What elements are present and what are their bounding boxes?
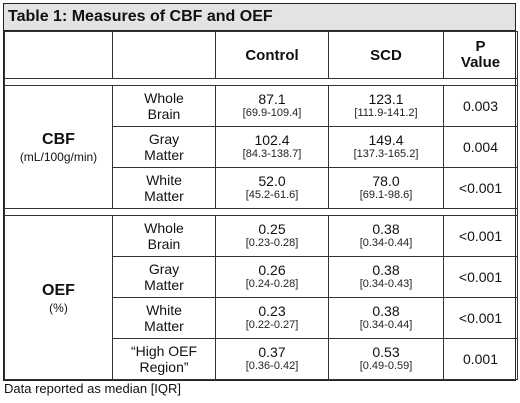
scd-value-cell: 0.38 [0.34-0.44] [328, 215, 444, 257]
scd-iqr: [0.34-0.44] [359, 319, 413, 331]
region-line2: Matter [144, 147, 184, 163]
header-empty-cell [4, 31, 113, 79]
table-container: Table 1: Measures of CBF and OEF Control… [3, 3, 518, 381]
metric-unit: (%) [49, 300, 68, 315]
scd-iqr: [69.1-98.6] [359, 189, 413, 201]
header-p-line1: P [475, 38, 486, 55]
control-value-cell: 87.1 [69.9-109.4] [215, 85, 329, 127]
group-spacer-row [4, 78, 518, 86]
group-spacer-cell [4, 78, 518, 86]
region-line2: Brain [147, 106, 181, 122]
control-iqr: [69.9-109.4] [242, 107, 302, 119]
table-row: White Matter 52.0 [45.2-61.6] 78.0 [69.1-98.6… [5, 167, 518, 209]
p-value-cell: 0.001 [443, 338, 518, 380]
region-cell: Whole Brain [112, 85, 216, 127]
table-row: CBF (mL/100g/min) Whole Brain 87.1 [69.9-109.… [4, 85, 518, 209]
region-line2: Matter [144, 188, 184, 204]
region-line1: Gray [148, 131, 180, 147]
region-cell: White Matter [112, 297, 216, 339]
control-iqr: [45.2-61.6] [245, 189, 299, 201]
table-row: Gray Matter 0.26 [0.24-0.28] 0.38 [0.34-0.43]… [5, 256, 518, 298]
region-line2: Brain [147, 236, 181, 252]
scd-value-cell: 0.53 [0.49-0.59] [328, 338, 444, 380]
header-row: Control SCD P Value [4, 31, 518, 79]
region-line1: “High OEF [130, 343, 198, 359]
scd-median: 0.53 [372, 344, 400, 360]
control-value-cell: 0.25 [0.23-0.28] [215, 215, 329, 257]
control-value-cell: 0.26 [0.24-0.28] [215, 256, 329, 298]
scd-iqr: [0.34-0.43] [359, 278, 413, 290]
table-row: Gray Matter 102.4 [84.3-138.7] 149.4 [137.3-1… [5, 126, 518, 168]
p-value-cell: <0.001 [443, 297, 518, 339]
header-p-value: P Value [443, 31, 518, 79]
control-median: 102.4 [254, 132, 290, 148]
control-value-cell: 0.37 [0.36-0.42] [215, 338, 329, 380]
scd-median: 149.4 [368, 132, 404, 148]
table-row: OEF (%) Whole Brain 0.25 [0.23-0.28] 0.38 [0.34… [4, 215, 518, 380]
scd-median: 123.1 [368, 91, 404, 107]
table-row: “High OEF Region” 0.37 [0.36-0.42] 0.53 [0.49… [5, 338, 518, 380]
control-median: 0.23 [258, 303, 286, 319]
group-spacer-cell [4, 208, 518, 216]
control-iqr: [0.24-0.28] [245, 278, 299, 290]
scd-iqr: [137.3-165.2] [353, 148, 419, 160]
region-cell: “High OEF Region” [112, 338, 216, 380]
p-value-cell: 0.003 [443, 85, 518, 127]
region-cell: Gray Matter [112, 256, 216, 298]
measures-table: Control SCD P Value CBF (mL/100g/min) Whol… [4, 31, 518, 380]
region-line2: Matter [144, 318, 184, 334]
region-cell: Whole Brain [112, 215, 216, 257]
p-value-cell: <0.001 [443, 256, 518, 298]
scd-value-cell: 78.0 [69.1-98.6] [328, 167, 444, 209]
scd-value-cell: 0.38 [0.34-0.44] [328, 297, 444, 339]
group-spacer-row [4, 208, 518, 216]
p-value-cell: <0.001 [443, 215, 518, 257]
region-line2: Matter [144, 277, 184, 293]
control-median: 0.26 [258, 262, 286, 278]
control-median: 87.1 [258, 91, 286, 107]
region-line1: White [146, 172, 182, 188]
control-median: 0.25 [258, 221, 286, 237]
scd-iqr: [0.34-0.44] [359, 237, 413, 249]
p-value-cell: <0.001 [443, 167, 518, 209]
region-line1: Whole [144, 220, 184, 236]
metric-name: CBF [42, 131, 75, 148]
metric-unit: (mL/100g/min) [19, 150, 98, 164]
scd-median: 0.38 [372, 221, 400, 237]
scd-value-cell: 149.4 [137.3-165.2] [328, 126, 444, 168]
header-p-line2: Value [460, 54, 501, 71]
scd-value-cell: 0.38 [0.34-0.43] [328, 256, 444, 298]
scd-median: 78.0 [372, 173, 400, 189]
region-cell: White Matter [112, 167, 216, 209]
region-line1: Gray [148, 261, 180, 277]
region-line2: Region” [139, 359, 189, 375]
control-value-cell: 0.23 [0.22-0.27] [215, 297, 329, 339]
scd-iqr: [111.9-141.2] [354, 107, 418, 119]
control-iqr: [0.36-0.42] [245, 360, 299, 372]
metric-label-cell: CBF (mL/100g/min) [4, 85, 113, 209]
control-value-cell: 102.4 [84.3-138.7] [215, 126, 329, 168]
scd-median: 0.38 [372, 303, 400, 319]
scd-median: 0.38 [372, 262, 400, 278]
table-title: Table 1: Measures of CBF and OEF [4, 4, 515, 31]
control-median: 0.37 [258, 344, 286, 360]
p-value-cell: 0.004 [443, 126, 518, 168]
control-value-cell: 52.0 [45.2-61.6] [215, 167, 329, 209]
control-iqr: [0.23-0.28] [245, 237, 299, 249]
header-scd: SCD [328, 31, 444, 79]
metric-label-cell: OEF (%) [4, 215, 113, 380]
header-empty-cell [112, 31, 216, 79]
scd-iqr: [0.49-0.59] [359, 360, 413, 372]
control-iqr: [0.22-0.27] [245, 319, 299, 331]
control-iqr: [84.3-138.7] [242, 148, 302, 160]
footnote: Data reported as median [IQR] [4, 381, 182, 396]
scd-value-cell: 123.1 [111.9-141.2] [328, 85, 444, 127]
region-line1: White [146, 302, 182, 318]
control-median: 52.0 [258, 173, 286, 189]
header-control: Control [215, 31, 329, 79]
region-cell: Gray Matter [112, 126, 216, 168]
region-line1: Whole [144, 90, 184, 106]
metric-name: OEF [42, 281, 75, 299]
